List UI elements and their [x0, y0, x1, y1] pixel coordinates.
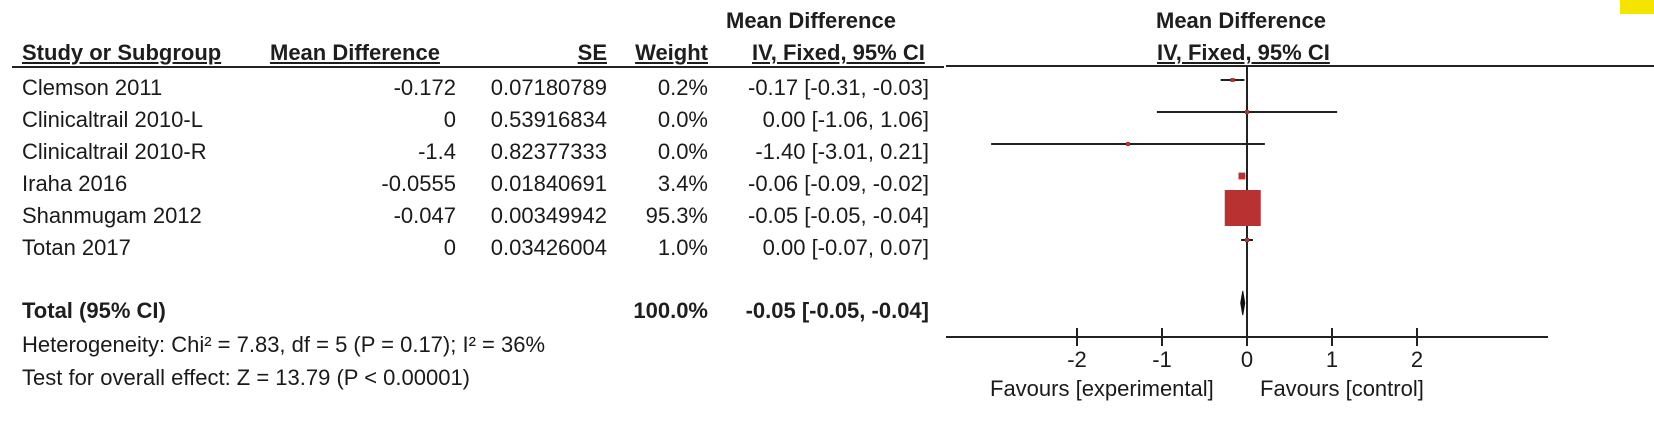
study-name: Totan 2017 — [22, 235, 131, 260]
x-tick-label: -2 — [1067, 347, 1087, 372]
standard-error: 0.53916834 — [490, 107, 607, 132]
standard-error: 0.07180789 — [490, 75, 607, 100]
x-tick-label: 2 — [1411, 347, 1423, 372]
mean-difference: -0.047 — [393, 203, 456, 228]
standard-error: 0.03426004 — [490, 235, 607, 260]
study-name: Clemson 2011 — [22, 75, 163, 100]
standard-error: 0.82377333 — [490, 139, 607, 164]
mean-difference: -1.4 — [418, 139, 456, 164]
weight: 95.3% — [645, 203, 708, 228]
se-column-header: SE — [577, 40, 607, 65]
x-tick-label: -1 — [1152, 347, 1172, 372]
overall-effect-text: Test for overall effect: Z = 13.79 (P < … — [22, 365, 471, 390]
study-point-estimate — [1245, 110, 1249, 114]
heterogeneity-text: Heterogeneity: Chi² = 7.83, df = 5 (P = … — [22, 332, 546, 357]
effect-ci: -0.05 [-0.05, -0.04] — [748, 203, 929, 228]
weight: 1.0% — [657, 235, 708, 260]
effect-ci: -0.06 [-0.09, -0.02] — [748, 171, 929, 196]
study-name: Clinicaltrail 2010-R — [22, 139, 207, 164]
weight: 0.2% — [657, 75, 708, 100]
study-point-estimate — [1238, 172, 1246, 180]
effect-ci: 0.00 [-0.07, 0.07] — [762, 235, 929, 260]
study-name: Iraha 2016 — [22, 171, 128, 196]
plot-header-bottom: IV, Fixed, 95% CI — [1157, 40, 1330, 65]
corner-highlight — [1620, 0, 1654, 14]
weight: 3.4% — [657, 171, 708, 196]
weight: 0.0% — [657, 107, 708, 132]
study-name: Clinicaltrail 2010-L — [22, 107, 203, 132]
study-point-estimate — [1230, 78, 1235, 82]
favours-experimental-label: Favours [experimental] — [990, 376, 1214, 401]
weight: 0.0% — [657, 139, 708, 164]
x-tick-label: 1 — [1326, 347, 1338, 372]
study-point-estimate — [1224, 190, 1261, 226]
ci-header-bottom: IV, Fixed, 95% CI — [752, 40, 925, 65]
study-point-estimate — [1126, 142, 1130, 146]
x-tick-label: 0 — [1241, 347, 1253, 372]
pooled-estimate-diamond — [1240, 290, 1246, 316]
effect-ci: -0.17 [-0.31, -0.03] — [748, 75, 929, 100]
mean-difference: -0.0555 — [381, 171, 456, 196]
total-label: Total (95% CI) — [22, 298, 166, 323]
mean-difference: 0 — [443, 235, 456, 260]
effect-ci: 0.00 [-1.06, 1.06] — [762, 107, 929, 132]
total-weight: 100.0% — [633, 298, 708, 323]
standard-error: 0.01840691 — [490, 171, 607, 196]
study-point-estimate — [1245, 238, 1249, 242]
standard-error: 0.00349942 — [490, 203, 607, 228]
mean-difference: -0.172 — [393, 75, 456, 100]
study-name: Shanmugam 2012 — [22, 203, 202, 228]
header-rule — [12, 66, 944, 68]
effect-ci: -1.40 [-3.01, 0.21] — [755, 139, 929, 164]
favours-control-label: Favours [control] — [1260, 376, 1424, 401]
plot-header-top: Mean Difference — [1156, 8, 1326, 33]
mean-difference: 0 — [443, 107, 456, 132]
total-effect-ci: -0.05 [-0.05, -0.04] — [745, 298, 929, 323]
ci-header-top: Mean Difference — [726, 8, 896, 33]
weight-column-header: Weight — [635, 40, 708, 65]
md-column-header: Mean Difference — [270, 40, 440, 65]
study-column-header: Study or Subgroup — [22, 40, 222, 65]
